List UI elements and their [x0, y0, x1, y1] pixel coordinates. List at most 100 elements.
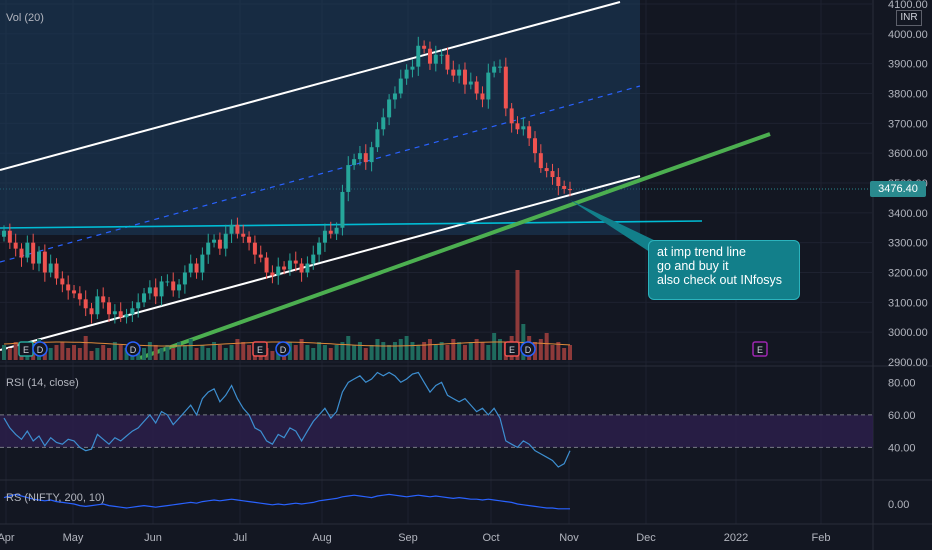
currency-badge[interactable]: INR — [896, 10, 922, 26]
volume-bar — [311, 348, 316, 360]
event-markers: E D DE DED E — [18, 341, 768, 357]
volume-bar — [369, 345, 374, 360]
candle-body — [305, 263, 310, 273]
channel-fill — [0, 0, 640, 235]
candle-body — [515, 123, 520, 130]
volume-bar — [544, 333, 549, 360]
volume-bar — [416, 345, 421, 360]
volume-bar — [422, 342, 427, 360]
volume-bar — [89, 351, 94, 360]
candle-body — [89, 308, 94, 315]
candle-body — [112, 311, 117, 315]
y-tick-label: 4100.00 — [888, 0, 928, 11]
volume-bar — [381, 342, 386, 360]
candles — [2, 36, 572, 324]
candle-body — [258, 254, 263, 258]
x-tick-label: Sep — [398, 532, 418, 544]
volume-bar — [439, 342, 444, 360]
candle-body — [410, 66, 415, 70]
volume-bar — [474, 339, 479, 360]
rs-tick-label: 0.00 — [888, 499, 909, 511]
annotation-callout[interactable]: at imp trend line go and buy it also che… — [648, 240, 800, 300]
candle-body — [282, 266, 287, 270]
candle-body — [77, 293, 82, 300]
candle-body — [357, 153, 362, 160]
y-tick-label: 3100.00 — [888, 297, 928, 309]
volume-bar — [270, 351, 275, 360]
x-tick-label: 2022 — [724, 532, 748, 544]
candle-body — [72, 290, 77, 294]
volume-bar — [147, 342, 152, 360]
candle-body — [165, 281, 170, 283]
volume-bar — [95, 348, 100, 360]
candle-body — [562, 185, 567, 189]
x-tick-label: May — [63, 532, 84, 544]
volume-bar — [334, 345, 339, 360]
event-marker: E — [252, 341, 268, 357]
volume-bar — [392, 342, 397, 360]
candle-body — [177, 284, 182, 291]
volume-bar — [229, 345, 234, 360]
volume-bar — [107, 348, 112, 360]
volume-bar — [340, 342, 345, 360]
candle-body — [328, 230, 333, 234]
candle-body — [445, 54, 450, 70]
candle-body — [95, 296, 100, 315]
candle-body — [48, 263, 53, 273]
volume-bar — [480, 342, 485, 360]
volume-bar — [142, 348, 147, 360]
candle-body — [340, 191, 345, 228]
event-marker: D — [32, 341, 48, 357]
candle-body — [182, 272, 187, 285]
event-marker: E — [752, 341, 768, 357]
volume-bar — [568, 345, 572, 360]
volume-bar — [457, 342, 462, 360]
event-marker: E — [18, 341, 34, 357]
candle-body — [568, 188, 572, 191]
rsi-title: RSI (14, close) — [6, 377, 79, 389]
last-price-badge: 3476.40 — [870, 181, 926, 197]
candle-body — [509, 108, 514, 124]
candle-body — [124, 314, 129, 318]
volume-bar — [346, 336, 351, 360]
candle-body — [83, 299, 88, 309]
candle-body — [363, 153, 368, 163]
volume-bar — [322, 345, 327, 360]
volume-title: Vol (20) — [6, 12, 44, 24]
y-tick-label: 2900.00 — [888, 357, 928, 369]
candle-body — [19, 248, 24, 258]
candle-body — [217, 239, 222, 249]
volume-bar — [182, 345, 187, 360]
candle-body — [381, 117, 386, 130]
candle-body — [369, 147, 374, 163]
rsi-line — [3, 371, 571, 468]
candle-body — [229, 224, 234, 234]
candle-body — [556, 177, 561, 186]
candle-body — [468, 81, 473, 85]
event-marker: D — [275, 341, 291, 357]
volume-bar — [521, 324, 526, 360]
rsi-tick-label: 40.00 — [888, 442, 916, 454]
volume-bar — [404, 336, 409, 360]
volume-bar — [293, 345, 298, 360]
volume-bar — [241, 342, 246, 360]
x-tick-label: Aug — [312, 532, 332, 544]
candle-body — [130, 308, 135, 315]
svg-text:E: E — [257, 345, 263, 355]
volume-bar — [515, 270, 520, 360]
svg-text:D: D — [130, 345, 137, 355]
volume-bar — [305, 345, 310, 360]
volume-bar — [7, 348, 12, 360]
candle-body — [486, 72, 491, 100]
candle-body — [194, 263, 199, 273]
candle-body — [433, 54, 438, 64]
candle-body — [527, 126, 532, 139]
svg-text:E: E — [757, 345, 763, 355]
volume-bar — [194, 348, 199, 360]
candle-body — [31, 242, 36, 264]
event-marker: D — [520, 341, 536, 357]
candle-body — [404, 69, 409, 79]
volume-bar — [433, 345, 438, 360]
volume-bar — [486, 345, 491, 360]
x-tick-label: Apr — [0, 532, 15, 544]
